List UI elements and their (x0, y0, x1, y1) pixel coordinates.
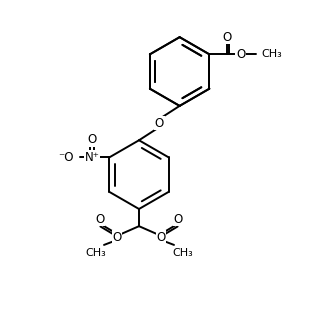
Text: O: O (155, 117, 164, 129)
Text: O: O (113, 231, 122, 244)
Text: O: O (174, 213, 183, 226)
Text: CH₃: CH₃ (261, 49, 282, 59)
Text: CH₃: CH₃ (85, 248, 106, 258)
Text: CH₃: CH₃ (173, 248, 193, 258)
Text: O: O (95, 213, 105, 226)
Text: O: O (222, 31, 231, 44)
Text: O: O (156, 231, 166, 244)
Text: ⁻O: ⁻O (58, 151, 73, 164)
Text: N⁺: N⁺ (85, 151, 99, 164)
Text: O: O (236, 48, 245, 61)
Text: O: O (88, 133, 97, 146)
